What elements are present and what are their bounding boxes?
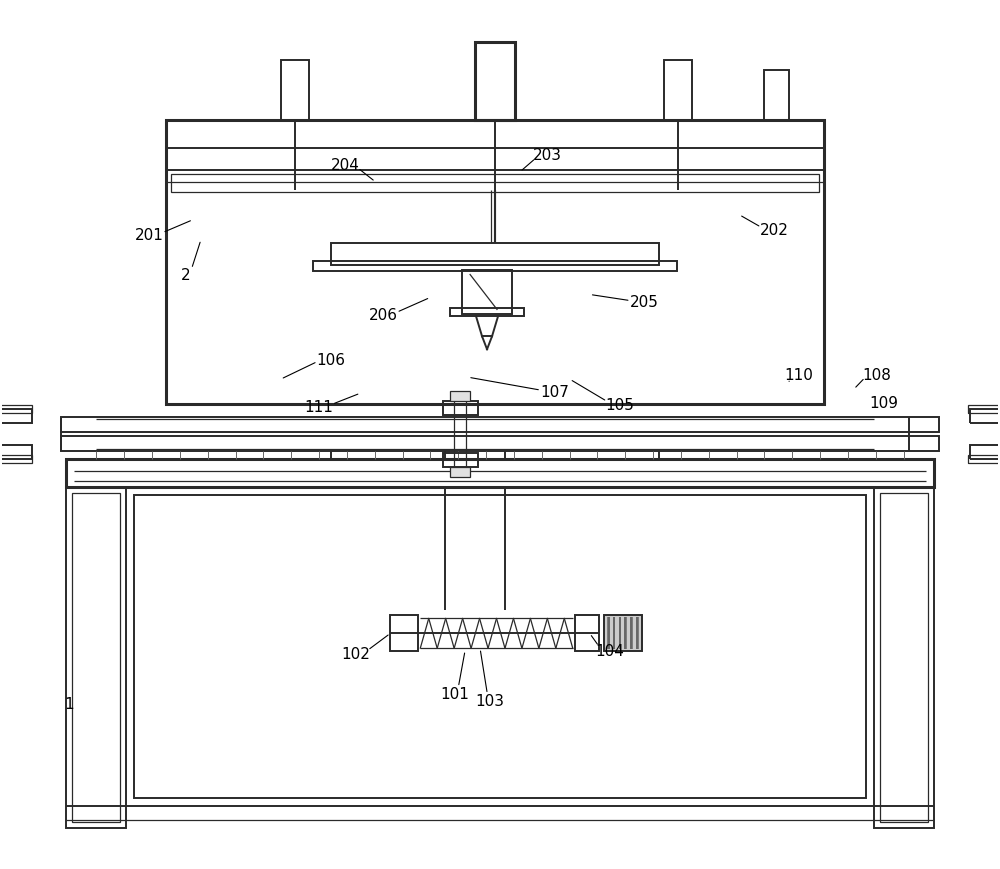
Bar <box>134 495 866 798</box>
Bar <box>968 455 1000 463</box>
Bar <box>764 71 789 121</box>
Bar <box>970 446 1000 460</box>
Bar <box>390 616 418 652</box>
Bar <box>0 406 32 414</box>
Bar <box>61 418 939 433</box>
Bar <box>874 488 934 828</box>
Text: 101: 101 <box>441 686 470 701</box>
Bar <box>462 270 512 315</box>
Bar <box>166 121 824 405</box>
Text: 107: 107 <box>540 384 569 399</box>
Bar <box>331 243 659 265</box>
Text: 110: 110 <box>785 368 813 382</box>
Text: 104: 104 <box>595 643 624 658</box>
Text: 105: 105 <box>605 397 634 412</box>
Bar <box>0 455 32 463</box>
Bar <box>604 616 642 652</box>
Bar <box>313 262 677 271</box>
Bar <box>475 43 515 121</box>
Bar <box>454 398 466 468</box>
Bar <box>166 149 824 170</box>
Bar <box>450 309 524 317</box>
Bar <box>61 436 939 451</box>
Bar <box>66 488 126 828</box>
Bar <box>880 494 928 822</box>
Text: 108: 108 <box>862 368 891 382</box>
Bar <box>970 409 1000 423</box>
Text: 106: 106 <box>316 352 345 368</box>
Text: 201: 201 <box>135 228 164 242</box>
Bar <box>66 460 934 488</box>
Bar <box>575 616 599 652</box>
Text: 111: 111 <box>304 399 333 415</box>
Bar <box>450 468 470 477</box>
Text: 202: 202 <box>760 222 789 238</box>
Bar <box>0 409 32 423</box>
Bar <box>281 61 309 121</box>
Bar <box>0 446 32 460</box>
Bar <box>450 392 470 401</box>
Bar <box>443 401 478 415</box>
Bar <box>664 61 692 121</box>
Bar <box>968 406 1000 414</box>
Text: 206: 206 <box>369 308 398 322</box>
Text: 1: 1 <box>65 696 74 711</box>
Text: 102: 102 <box>341 646 370 661</box>
Text: 203: 203 <box>533 149 562 163</box>
Bar <box>171 175 819 193</box>
Text: 103: 103 <box>476 693 505 708</box>
Text: 2: 2 <box>181 268 191 282</box>
Bar <box>72 494 120 822</box>
Text: 109: 109 <box>869 395 898 410</box>
Bar <box>443 454 478 468</box>
Text: 204: 204 <box>331 158 360 173</box>
Text: 205: 205 <box>630 295 659 309</box>
